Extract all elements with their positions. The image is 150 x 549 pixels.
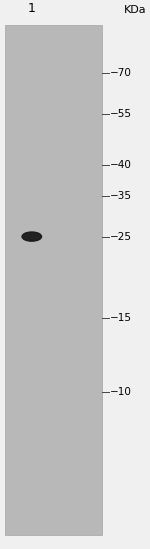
Text: −35: −35 xyxy=(110,191,132,201)
Text: −55: −55 xyxy=(110,109,132,119)
Text: −40: −40 xyxy=(110,160,131,170)
Text: 1: 1 xyxy=(28,2,36,15)
Ellipse shape xyxy=(22,232,42,241)
Text: KDa: KDa xyxy=(124,5,146,15)
FancyBboxPatch shape xyxy=(4,25,102,535)
Text: −15: −15 xyxy=(110,313,132,323)
Text: −25: −25 xyxy=(110,232,132,242)
Text: −70: −70 xyxy=(110,68,131,78)
Text: −10: −10 xyxy=(110,387,131,397)
